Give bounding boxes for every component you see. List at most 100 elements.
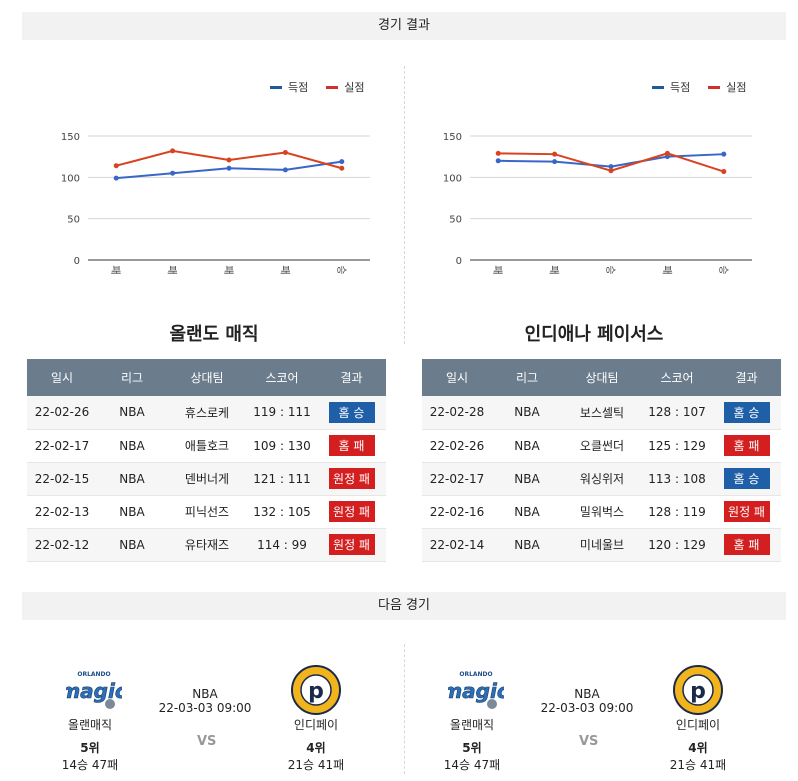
date-cell: 22-02-26 (27, 396, 97, 430)
result-badge: 원정 패 (328, 468, 375, 489)
legend-scored: 득점 (652, 79, 690, 95)
y-tick-label: 50 (67, 215, 80, 226)
result-badge: 홈 패 (723, 534, 770, 555)
magic-logo-icon: ORLANDO magic (441, 671, 509, 709)
legend-swatch-scored (270, 85, 282, 89)
legend-conceded: 실점 (326, 79, 365, 95)
y-tick-label: 50 (449, 215, 462, 226)
legend-scored: 득점 (270, 79, 308, 95)
data-point (282, 167, 288, 173)
league-cell: NBA (97, 495, 167, 529)
table-row: 22-02-15 NBA 덴버너게 121 : 111 원정 패 (27, 462, 386, 496)
pacers-logo-icon: p (291, 665, 341, 715)
date-cell: 22-02-16 (422, 495, 492, 529)
left-team-line-chart: 0 50 100 150 패 패 패 패 승 (61, 132, 370, 275)
table-row: 22-02-14 NBA 미네울브 120 : 129 홈 패 (422, 528, 781, 562)
league-cell: NBA (492, 396, 562, 430)
table-header-row: 일시 리그 상대팀 스코어 결과 (422, 359, 781, 396)
data-point (608, 164, 614, 170)
logo-letter: p (308, 679, 324, 704)
match-league: NBA (192, 687, 218, 701)
logo-wordmark: magic (66, 679, 122, 703)
y-tick-label: 0 (74, 256, 80, 267)
chart-legend-right: 득점 실점 (652, 79, 747, 95)
date-cell: 22-02-17 (422, 462, 492, 496)
logo-wordmark: magic (448, 679, 504, 703)
legend-swatch-scored (652, 85, 664, 89)
left-team-title: 올랜도 매직 (169, 324, 259, 345)
x-tick-label: 패 (109, 265, 121, 274)
match-info: NBA 22-03-03 09:00 (527, 687, 647, 715)
result-cell: 원정 패 (317, 528, 386, 562)
result-badge: 홈 승 (328, 401, 375, 423)
data-point (552, 159, 558, 165)
table-row: 22-02-16 NBA 밀워벅스 128 : 119 원정 패 (422, 495, 781, 529)
next-match-card: ORLANDO magic 올랜매직 5위 14승 47패 NBA 22-03-… (40, 640, 370, 773)
home-team-name: 올랜매직 (449, 718, 495, 732)
league-cell: NBA (492, 528, 562, 562)
opponent-cell: 유타재즈 (167, 528, 247, 562)
y-tick-label: 100 (443, 173, 462, 184)
logo-top-text: ORLANDO (459, 671, 492, 678)
away-team-record: 21승 41패 (669, 758, 727, 772)
column-header: 상대팀 (167, 359, 247, 396)
result-badge: 홈 승 (723, 401, 770, 423)
column-header: 스코어 (247, 359, 317, 396)
legend-swatch-conceded (708, 85, 721, 89)
table-row: 22-02-13 NBA 피닉선즈 132 : 105 원정 패 (27, 495, 386, 529)
data-point (608, 168, 614, 174)
data-point (721, 169, 727, 175)
data-point (495, 158, 501, 164)
match-datetime: 22-03-03 09:00 (540, 701, 634, 715)
score-cell: 125 : 129 (642, 429, 712, 463)
legend-conceded: 실점 (708, 79, 747, 95)
right-team-line-chart: 0 50 100 150 패 패 승 패 승 (443, 132, 752, 275)
table-row: 22-02-26 NBA 오클썬더 125 : 129 홈 패 (422, 429, 781, 463)
column-header: 결과 (317, 359, 386, 396)
table-row: 22-02-28 NBA 보스셀틱 128 : 107 홈 승 (422, 396, 781, 430)
legend-conceded-label: 실점 (726, 81, 747, 94)
pacers-logo-icon: p (673, 665, 723, 715)
score-cell: 121 : 111 (247, 462, 317, 496)
logo-inner-circle (300, 674, 332, 706)
results-section-header: 경기 결과 (22, 12, 786, 40)
data-point (170, 148, 176, 154)
column-header: 일시 (27, 359, 97, 396)
result-cell: 원정 패 (712, 495, 781, 529)
league-cell: NBA (97, 528, 167, 562)
logo-ball (105, 699, 115, 709)
date-cell: 22-02-14 (422, 528, 492, 562)
home-team-rank: 5위 (462, 741, 482, 755)
column-header: 리그 (97, 359, 167, 396)
vs-label: VS (579, 734, 599, 749)
date-cell: 22-02-13 (27, 495, 97, 529)
x-tick-label: 패 (548, 265, 560, 274)
date-cell: 22-02-17 (27, 429, 97, 463)
away-team-rank: 4위 (306, 741, 326, 755)
data-point (664, 150, 670, 156)
away-team-info: 인디페이 4위 21승 41패 (266, 716, 366, 773)
column-header: 상대팀 (562, 359, 642, 396)
result-badge: 홈 승 (723, 468, 770, 489)
x-tick-label: 패 (278, 265, 290, 274)
indiana-pacers-logo: p (672, 664, 724, 716)
next-match-section-header: 다음 경기 (22, 592, 786, 620)
opponent-cell: 애틀호크 (167, 429, 247, 463)
x-tick-label: 패 (660, 265, 672, 274)
league-cell: NBA (492, 462, 562, 496)
away-team-name: 인디페이 (675, 718, 721, 732)
match-divider (404, 644, 405, 774)
result-cell: 홈 승 (317, 396, 386, 430)
orlando-magic-logo: ORLANDO magic (59, 664, 127, 716)
result-cell: 홈 승 (712, 462, 781, 496)
opponent-cell: 밀워벅스 (562, 495, 642, 529)
score-cell: 113 : 108 (642, 462, 712, 496)
score-cell: 128 : 107 (642, 396, 712, 430)
data-point (226, 165, 232, 171)
column-header: 일시 (422, 359, 492, 396)
column-header: 스코어 (642, 359, 712, 396)
result-cell: 홈 승 (712, 396, 781, 430)
legend-swatch-conceded (326, 85, 339, 89)
legend-conceded-label: 실점 (344, 81, 365, 94)
